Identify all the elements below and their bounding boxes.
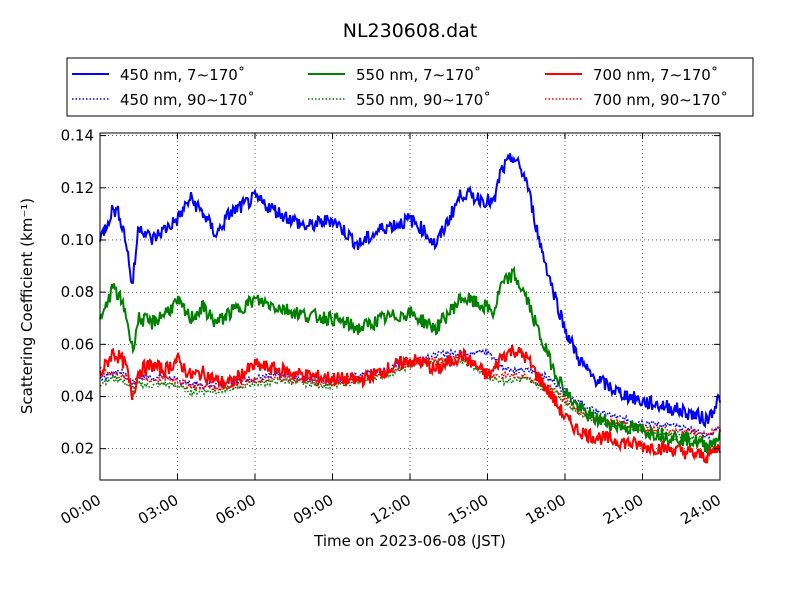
chart-ticks: 00:00 03:00 06:00 09:00 12:00 15:00 18:00 21:00… [58, 127, 724, 528]
legend-label: 700 nm, 90∼170˚ [593, 91, 728, 109]
series-line [99, 344, 721, 464]
y-axis-label: Scattering Coefficient (km⁻¹) [18, 198, 36, 414]
y-tick-label: 0.10 [61, 231, 94, 249]
legend-label: 550 nm, 7∼170˚ [356, 66, 481, 84]
series-line [99, 153, 721, 429]
x-tick-label: 21:00 [600, 491, 646, 528]
y-tick-label: 0.14 [61, 127, 94, 145]
x-tick-label: 24:00 [678, 491, 724, 528]
y-tick-label: 0.12 [61, 179, 94, 197]
x-tick-label: 09:00 [290, 491, 336, 528]
chart-grid [99, 133, 721, 480]
x-tick-label: 03:00 [135, 491, 181, 528]
legend-label: 700 nm, 7∼170˚ [593, 66, 718, 84]
legend-label: 450 nm, 90∼170˚ [120, 91, 255, 109]
legend-label: 450 nm, 7∼170˚ [120, 66, 245, 84]
x-axis-label: Time on 2023-06-08 (JST) [313, 532, 506, 550]
y-tick-label: 0.08 [61, 283, 94, 301]
chart-series [99, 153, 721, 464]
legend-frame [66, 57, 754, 117]
x-tick-label: 06:00 [213, 491, 259, 528]
x-tick-label: 12:00 [368, 491, 414, 528]
legend-label: 550 nm, 90∼170˚ [356, 91, 491, 109]
x-tick-label: 00:00 [58, 491, 104, 528]
series-line [99, 265, 721, 454]
x-tick-label: 15:00 [445, 491, 491, 528]
chart-legend: 450 nm, 7∼170˚ 550 nm, 7∼170˚ 700 nm, 7∼17… [66, 57, 754, 117]
y-tick-label: 0.06 [61, 335, 94, 353]
x-tick-label: 18:00 [523, 491, 569, 528]
y-tick-label: 0.02 [61, 440, 94, 458]
chart-title: NL230608.dat [343, 20, 478, 42]
y-tick-label: 0.04 [61, 388, 94, 406]
